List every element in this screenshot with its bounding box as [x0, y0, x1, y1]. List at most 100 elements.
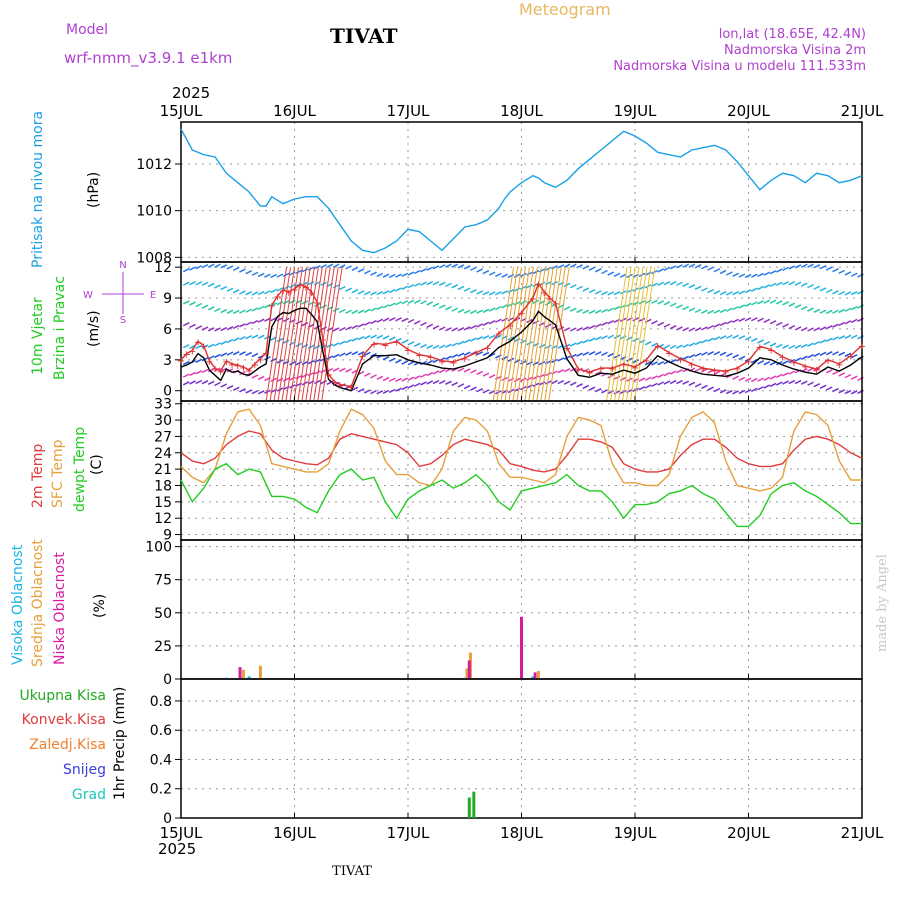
wind-barb: [719, 308, 727, 314]
gust-point: +: [438, 357, 446, 368]
x-tick-label-top: 18JUL: [500, 102, 543, 120]
wind-barb: [239, 323, 246, 328]
wind-barb: [264, 304, 271, 309]
wind-barb: [732, 318, 739, 324]
wind-barb: [819, 339, 827, 344]
wind-barb: [470, 369, 477, 374]
x-tick-label-bottom: 21JUL: [841, 824, 884, 842]
wind-barb: [488, 307, 496, 312]
wind-barb: [257, 334, 265, 339]
wind-barb: [688, 327, 696, 332]
wind-barb: [420, 268, 427, 273]
wind-barb: [338, 326, 346, 332]
wind-barb: [220, 285, 228, 291]
wind-barb: [751, 377, 758, 383]
wind-barb: [495, 305, 502, 311]
precip-bar: [472, 791, 476, 818]
wind-barb: [201, 344, 209, 349]
wind-barb: [195, 370, 203, 375]
gust-hatch: [492, 267, 515, 402]
gust-hatch: [297, 267, 319, 402]
wind-barb: [663, 372, 671, 377]
wind-barb: [557, 368, 565, 374]
wind-barb: [769, 299, 777, 304]
wind-barb: [738, 389, 746, 395]
gust-hatch: [317, 267, 339, 402]
gust-point: +: [245, 366, 253, 377]
wind-barb: [713, 370, 721, 376]
wind-barb: [295, 361, 302, 366]
coords-text: lon,lat (18.65E, 42.4N): [719, 27, 866, 42]
wind-barb: [782, 301, 789, 306]
wind-barb: [657, 381, 665, 386]
wind-barb: [382, 290, 390, 295]
wind-barb: [588, 337, 596, 342]
wind-barb: [782, 344, 789, 349]
wind-barb: [407, 341, 415, 346]
wind-barb: [257, 390, 265, 395]
wind-barb: [488, 319, 496, 325]
wind-barb: [401, 272, 409, 277]
wind-barb: [588, 324, 596, 330]
wind-barb: [345, 338, 352, 344]
wind-barb: [569, 263, 577, 268]
gust-point: +: [733, 364, 741, 375]
wind-barb: [245, 334, 253, 340]
wind-barb: [413, 269, 421, 275]
wind-barb: [738, 335, 746, 340]
wind-barb: [732, 354, 739, 359]
wind-barb: [782, 266, 789, 272]
wind-barb: [732, 291, 739, 296]
wind-barb: [370, 389, 377, 395]
wind-barb: [726, 334, 733, 339]
wind-barb: [220, 264, 228, 269]
gust-point: +: [688, 360, 696, 371]
wind-barb: [276, 317, 284, 322]
wind-barb: [832, 309, 839, 314]
wind-barb: [601, 290, 608, 296]
wind-barb: [613, 291, 621, 296]
wind-barb: [201, 281, 209, 287]
wind-barb: [239, 351, 246, 356]
wind-barb: [775, 381, 783, 386]
wind-barb: [189, 371, 196, 377]
wind-barb: [276, 301, 284, 306]
wind-barb: [682, 282, 690, 287]
wind-barb: [426, 344, 434, 349]
wind-barb: [207, 343, 215, 348]
wind-barb: [563, 380, 571, 385]
wind-barb: [332, 327, 340, 332]
wind-barb: [651, 342, 658, 347]
temperature-series-1: [180, 408, 862, 492]
cloud-axis-title-3: Niska Oblacnost: [52, 552, 68, 665]
wind-barb: [669, 265, 677, 270]
wind-barb: [657, 343, 665, 349]
wind-barb: [370, 291, 377, 296]
wind-barb: [701, 326, 708, 331]
x-tick-label-top: 20JUL: [727, 102, 770, 120]
wind-barb: [807, 307, 814, 312]
wind-barb: [588, 309, 596, 315]
wind-barb: [232, 266, 240, 272]
wind-barb: [289, 283, 296, 289]
gust-point: +: [631, 363, 639, 374]
wind-barb: [563, 282, 571, 287]
wind-barb: [357, 268, 365, 273]
gust-point: +: [801, 362, 809, 373]
wind-barb: [426, 301, 434, 306]
wind-barb: [495, 318, 502, 323]
panels: 100810101012036912++++++++++++++++++++++…: [136, 121, 866, 827]
wind-barb: [182, 281, 190, 286]
wind-barb: [594, 336, 602, 341]
wind-barb: [463, 368, 471, 373]
wind-barb: [182, 268, 190, 273]
wind-barb: [557, 326, 565, 331]
wind-barb: [782, 323, 789, 328]
wind-barb: [676, 264, 683, 269]
wind-ytick-label: 3: [163, 353, 172, 369]
wind-barb: [688, 353, 696, 359]
wind-barb: [395, 317, 402, 322]
wind-barb: [819, 384, 827, 390]
temperature-frame: [180, 400, 863, 541]
wind-barb: [207, 367, 215, 373]
